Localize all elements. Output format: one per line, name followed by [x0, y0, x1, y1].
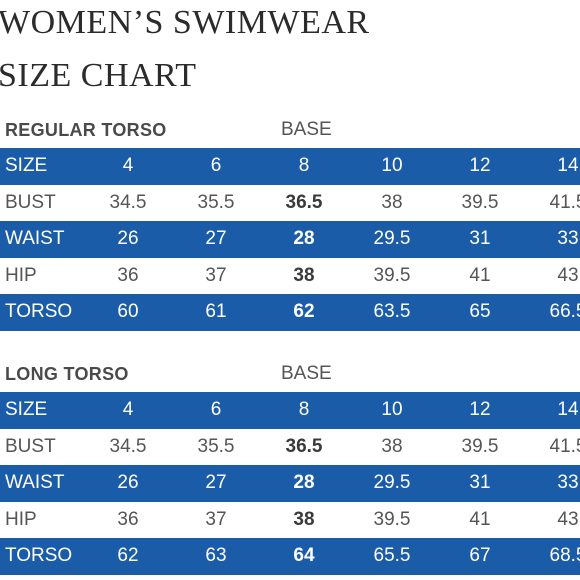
table-cell: 41.5	[549, 191, 580, 213]
size-row: SIZE 4 6 8 10 12 14	[0, 148, 580, 185]
table-cell: 41	[469, 264, 491, 286]
table-cell: 60	[117, 301, 139, 323]
torso-row: TORSO 62 63 64 65.5 67 68.5	[0, 538, 580, 575]
table-cell: 68.5	[549, 545, 580, 567]
table-cell: 27	[205, 228, 227, 250]
torso-row: TORSO 60 61 62 63.5 65 66.5	[0, 294, 580, 331]
base-size-cell: 38	[293, 508, 315, 530]
table-cell: 41.5	[549, 435, 580, 457]
table-cell: 63.5	[373, 301, 411, 323]
chart-title-line1: WOMEN’S SWIMWEAR	[0, 4, 370, 41]
table-cell: 29.5	[373, 228, 411, 250]
table-cell: 4	[122, 155, 134, 177]
table-cell: 29.5	[373, 472, 411, 494]
table-cell: 31	[469, 228, 491, 250]
table-cell: 33	[557, 228, 579, 250]
table-cell: 27	[205, 472, 227, 494]
table-cell: 33	[557, 472, 579, 494]
table-cell: 38	[381, 435, 403, 457]
table-cell: 6	[210, 155, 222, 177]
bust-row: BUST 34.5 35.5 36.5 38 39.5 41.5	[0, 428, 580, 465]
row-label: HIP	[5, 264, 37, 286]
base-size-cell: 38	[293, 264, 315, 286]
row-label: SIZE	[5, 399, 48, 421]
table-cell: 14	[557, 155, 579, 177]
table-cell: 36	[117, 508, 139, 530]
table-cell: 26	[117, 228, 139, 250]
table-cell: 37	[205, 508, 227, 530]
table-cell: 43	[557, 264, 579, 286]
section-header: LONG TORSO BASE	[0, 360, 580, 392]
table-cell: 63	[205, 545, 227, 567]
base-size-cell: 62	[293, 301, 315, 323]
row-label: TORSO	[5, 545, 73, 567]
base-size-cell: 28	[293, 228, 315, 250]
row-label: BUST	[5, 435, 56, 457]
table-cell: 12	[469, 155, 491, 177]
table-cell: 31	[469, 472, 491, 494]
table-cell: 26	[117, 472, 139, 494]
section-header: REGULAR TORSO BASE	[0, 116, 580, 148]
section-title: LONG TORSO	[5, 364, 129, 384]
table-cell: 37	[205, 264, 227, 286]
base-size-label: BASE	[281, 119, 332, 140]
base-size-cell: 64	[293, 545, 315, 567]
table-cell: 14	[557, 399, 579, 421]
table-cell: 62	[117, 545, 139, 567]
waist-row: WAIST 26 27 28 29.5 31 33	[0, 465, 580, 502]
table-cell: 6	[210, 399, 222, 421]
base-size-cell: 36.5	[285, 435, 323, 457]
table-cell: 43	[557, 508, 579, 530]
table-cell: 66.5	[549, 301, 580, 323]
waist-row: WAIST 26 27 28 29.5 31 33	[0, 221, 580, 258]
table-cell: 67	[469, 545, 491, 567]
row-label: WAIST	[5, 472, 65, 494]
base-size-cell: 28	[293, 472, 315, 494]
table-cell: 38	[381, 191, 403, 213]
base-size-label: BASE	[281, 363, 332, 384]
table-cell: 39.5	[373, 264, 411, 286]
hip-row: HIP 36 37 38 39.5 41 43	[0, 501, 580, 538]
table-cell: 34.5	[109, 435, 147, 457]
regular-torso-section: REGULAR TORSO BASE SIZE 4 6 8 10 12 14 B…	[0, 116, 580, 331]
table-cell: 65	[469, 301, 491, 323]
table-cell: 39.5	[461, 191, 499, 213]
size-row: SIZE 4 6 8 10 12 14	[0, 392, 580, 429]
table-cell: 61	[205, 301, 227, 323]
row-label: WAIST	[5, 228, 65, 250]
chart-title-line2: SIZE CHART	[0, 57, 197, 94]
bust-row: BUST 34.5 35.5 36.5 38 39.5 41.5	[0, 184, 580, 221]
table-cell: 65.5	[373, 545, 411, 567]
table-cell: 35.5	[197, 191, 235, 213]
table-cell: 8	[298, 155, 310, 177]
hip-row: HIP 36 37 38 39.5 41 43	[0, 257, 580, 294]
row-label: BUST	[5, 191, 56, 213]
table-cell: 39.5	[461, 435, 499, 457]
table-cell: 35.5	[197, 435, 235, 457]
table-cell: 10	[381, 399, 403, 421]
long-torso-section: LONG TORSO BASE SIZE 4 6 8 10 12 14 BUST…	[0, 360, 580, 575]
table-cell: 10	[381, 155, 403, 177]
base-size-cell: 36.5	[285, 191, 323, 213]
row-label: TORSO	[5, 301, 73, 323]
row-label: SIZE	[5, 155, 48, 177]
row-label: HIP	[5, 508, 37, 530]
table-cell: 36	[117, 264, 139, 286]
table-cell: 4	[122, 399, 134, 421]
table-cell: 12	[469, 399, 491, 421]
table-cell: 39.5	[373, 508, 411, 530]
table-cell: 41	[469, 508, 491, 530]
table-cell: 34.5	[109, 191, 147, 213]
section-title: REGULAR TORSO	[5, 120, 167, 140]
table-cell: 8	[298, 399, 310, 421]
